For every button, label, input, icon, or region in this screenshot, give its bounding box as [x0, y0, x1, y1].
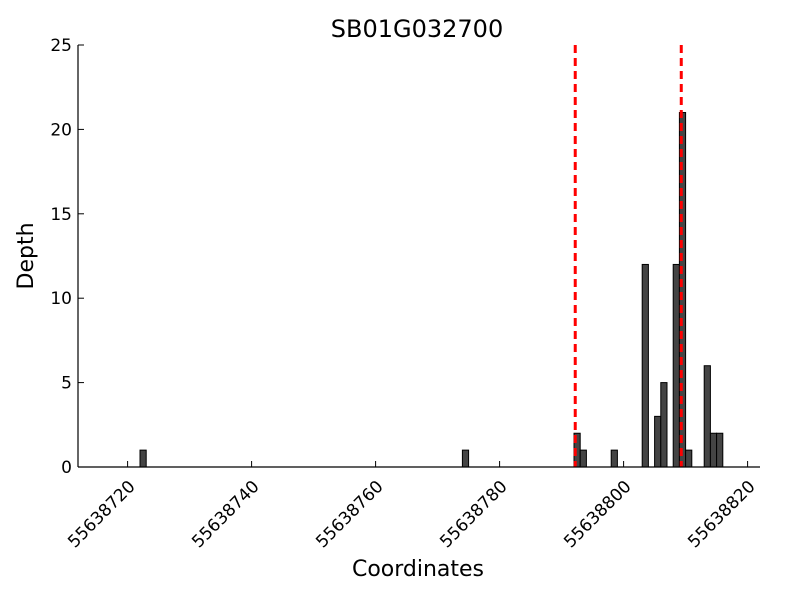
- bar: [654, 415, 662, 468]
- x-tick-label: 55638820: [684, 477, 759, 552]
- bar: [579, 449, 587, 468]
- x-axis-ticks: 55638720 55638740 55638760 55638780 55638800…: [64, 461, 760, 552]
- y-tick-label: 15: [50, 205, 72, 225]
- y-tick-label: 5: [61, 374, 72, 394]
- y-tick-label: 25: [50, 36, 72, 56]
- bar: [139, 449, 147, 468]
- bar: [461, 449, 470, 468]
- bar: [716, 432, 724, 468]
- y-axis-label: Depth: [14, 222, 39, 289]
- marker-lines: [573, 45, 683, 467]
- bar: [660, 382, 668, 468]
- y-tick-label: 10: [50, 289, 72, 309]
- x-tick-label: 55638780: [436, 477, 511, 552]
- x-tick-label: 55638760: [312, 477, 387, 552]
- x-tick-label: 55638800: [560, 477, 635, 552]
- bar: [703, 365, 711, 468]
- y-tick-label: 20: [50, 120, 72, 140]
- bar: [685, 449, 693, 468]
- y-tick-label: 0: [61, 458, 72, 478]
- y-axis-ticks: 0 5 10 15 20 25: [50, 36, 84, 478]
- bar: [709, 432, 718, 468]
- bar: [641, 263, 649, 468]
- bar: [672, 263, 680, 468]
- bar: [610, 449, 618, 468]
- axes: [77, 45, 760, 468]
- x-tick-label: 55638740: [188, 477, 263, 552]
- chart-title: SB01G032700: [331, 15, 503, 43]
- x-tick-label: 55638720: [64, 477, 139, 552]
- bar-group: [139, 112, 724, 468]
- x-axis-label: Coordinates: [352, 557, 484, 582]
